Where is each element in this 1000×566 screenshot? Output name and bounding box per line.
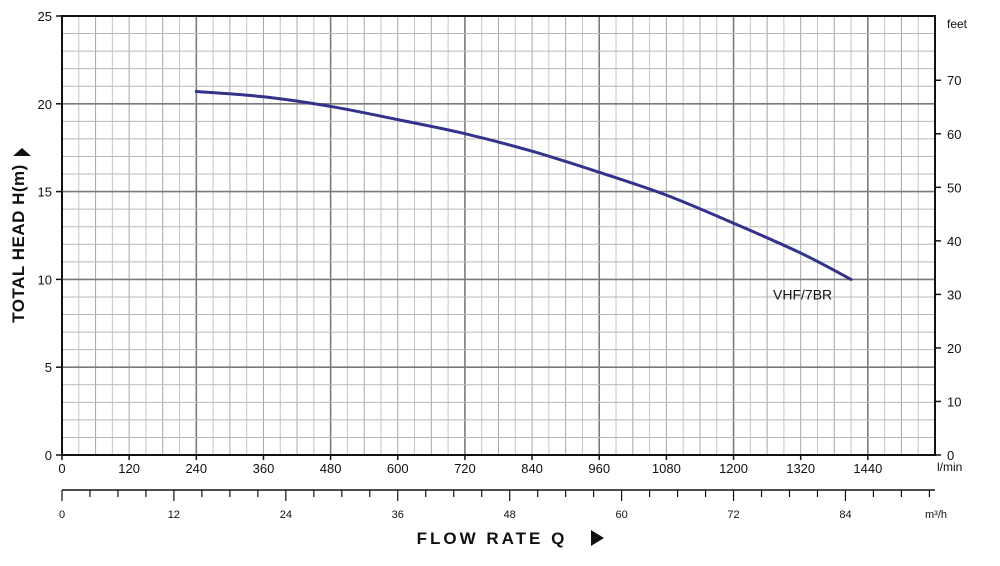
x-tick-label: 840 bbox=[521, 461, 543, 476]
feet-tick-label: 10 bbox=[947, 394, 961, 409]
x-axis-title: FLOW RATE Q bbox=[417, 529, 568, 548]
x-tick-label: 1320 bbox=[786, 461, 815, 476]
x-tick-label: 600 bbox=[387, 461, 409, 476]
x-tick-label: 0 bbox=[58, 461, 65, 476]
feet-tick-label: 40 bbox=[947, 234, 961, 249]
x-tick-label: 1080 bbox=[652, 461, 681, 476]
y-axis-arrow-icon bbox=[13, 148, 31, 156]
y-axis-title: TOTAL HEAD H(m) bbox=[9, 164, 28, 323]
grid bbox=[62, 16, 935, 455]
y-tick-label: 0 bbox=[45, 448, 52, 463]
series-layer bbox=[194, 90, 853, 281]
y-tick-label: 20 bbox=[38, 97, 52, 112]
feet-unit-label: feet bbox=[947, 17, 968, 31]
m3h-tick-label: 24 bbox=[280, 509, 292, 521]
x-axis-arrow-icon bbox=[591, 530, 604, 546]
series-label: VHF/7BR bbox=[773, 286, 832, 302]
x-tick-label: 1200 bbox=[719, 461, 748, 476]
lmin-unit-label: l/min bbox=[937, 460, 962, 474]
m3h-tick-label: 72 bbox=[727, 509, 739, 521]
m3h-tick-label: 60 bbox=[615, 509, 627, 521]
m3h-tick-label: 84 bbox=[839, 509, 851, 521]
feet-tick-label: 20 bbox=[947, 341, 961, 356]
x-tick-label: 960 bbox=[588, 461, 610, 476]
y-tick-label: 5 bbox=[45, 360, 52, 375]
x-tick-label: 480 bbox=[320, 461, 342, 476]
feet-tick-label: 60 bbox=[947, 127, 961, 142]
m3h-tick-label: 48 bbox=[504, 509, 516, 521]
plot-border bbox=[61, 15, 936, 456]
plot-frame bbox=[56, 15, 941, 501]
series-line-vhf-7br bbox=[194, 90, 853, 281]
feet-tick-label: 70 bbox=[947, 73, 961, 88]
m3h-unit-label: m³/h bbox=[925, 509, 947, 521]
x-tick-label: 120 bbox=[118, 461, 140, 476]
y-tick-label: 25 bbox=[38, 9, 52, 24]
x-tick-label: 720 bbox=[454, 461, 476, 476]
x-tick-label: 240 bbox=[185, 461, 207, 476]
m3h-tick-label: 12 bbox=[168, 509, 180, 521]
x-tick-label: 360 bbox=[253, 461, 275, 476]
m3h-tick-label: 36 bbox=[392, 509, 404, 521]
feet-tick-label: 0 bbox=[947, 448, 954, 463]
x-tick-label: 1440 bbox=[853, 461, 882, 476]
m3h-tick-label: 0 bbox=[59, 509, 65, 521]
feet-tick-label: 30 bbox=[947, 287, 961, 302]
y-tick-label: 15 bbox=[38, 185, 52, 200]
y-tick-label: 10 bbox=[38, 272, 52, 287]
feet-tick-label: 50 bbox=[947, 180, 961, 195]
